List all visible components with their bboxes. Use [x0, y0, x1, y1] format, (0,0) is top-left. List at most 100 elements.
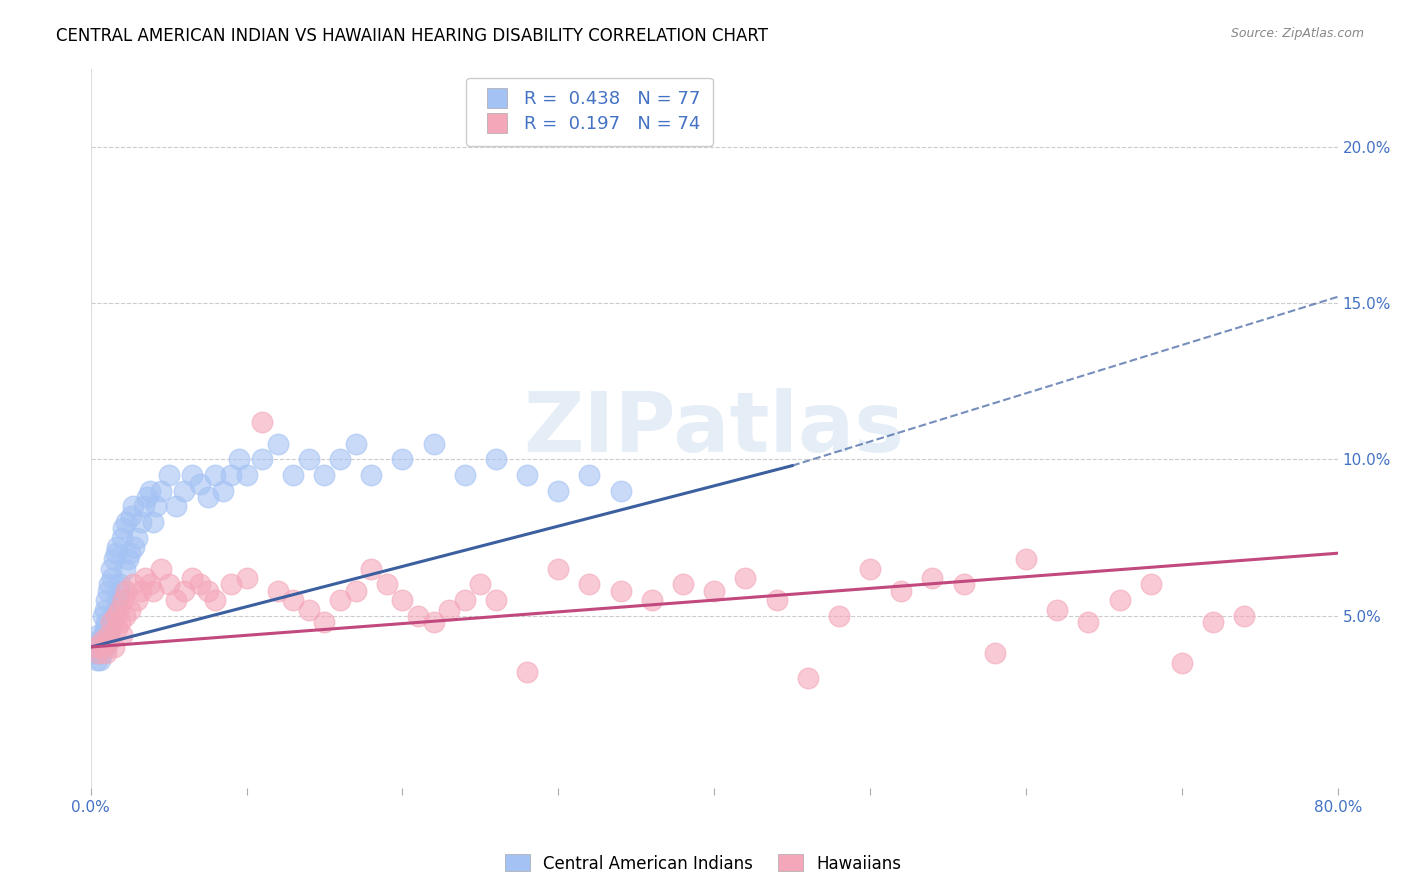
Point — [344, 437, 367, 451]
Legend: R =  0.438   N = 77, R =  0.197   N = 74: R = 0.438 N = 77, R = 0.197 N = 74 — [465, 78, 713, 146]
Point — [98, 627, 121, 641]
Point — [134, 571, 156, 585]
Point — [139, 483, 162, 498]
Point — [104, 602, 127, 616]
Point — [298, 452, 321, 467]
Point — [115, 515, 138, 529]
Point — [110, 615, 132, 629]
Point — [83, 646, 105, 660]
Point — [104, 608, 127, 623]
Point — [100, 621, 122, 635]
Point — [121, 577, 143, 591]
Point — [107, 583, 129, 598]
Point — [84, 640, 107, 654]
Point — [90, 633, 112, 648]
Point — [91, 627, 114, 641]
Point — [516, 468, 538, 483]
Point — [93, 621, 115, 635]
Point — [90, 646, 112, 660]
Point — [98, 577, 121, 591]
Point — [219, 468, 242, 483]
Point — [96, 640, 118, 654]
Point — [1233, 608, 1256, 623]
Point — [197, 490, 219, 504]
Point — [212, 483, 235, 498]
Point — [101, 571, 124, 585]
Point — [547, 562, 569, 576]
Point — [391, 593, 413, 607]
Point — [93, 602, 115, 616]
Point — [122, 540, 145, 554]
Point — [921, 571, 943, 585]
Point — [165, 593, 187, 607]
Point — [98, 633, 121, 648]
Point — [547, 483, 569, 498]
Point — [97, 583, 120, 598]
Point — [329, 452, 352, 467]
Point — [197, 583, 219, 598]
Point — [204, 593, 226, 607]
Point — [219, 577, 242, 591]
Point — [111, 531, 134, 545]
Point — [96, 615, 118, 629]
Point — [765, 593, 787, 607]
Point — [283, 593, 305, 607]
Point — [984, 646, 1007, 660]
Point — [97, 633, 120, 648]
Point — [129, 583, 152, 598]
Legend: Central American Indians, Hawaiians: Central American Indians, Hawaiians — [498, 847, 908, 880]
Point — [283, 468, 305, 483]
Point — [375, 577, 398, 591]
Point — [107, 602, 129, 616]
Point — [228, 452, 250, 467]
Point — [87, 646, 110, 660]
Point — [173, 583, 195, 598]
Point — [129, 515, 152, 529]
Point — [91, 608, 114, 623]
Point — [112, 593, 135, 607]
Point — [96, 646, 118, 660]
Point — [173, 483, 195, 498]
Point — [157, 468, 180, 483]
Point — [115, 583, 138, 598]
Point — [121, 500, 143, 514]
Point — [1077, 615, 1099, 629]
Point — [87, 646, 110, 660]
Point — [406, 608, 429, 623]
Point — [89, 652, 111, 666]
Point — [86, 652, 108, 666]
Point — [135, 490, 157, 504]
Point — [1202, 615, 1225, 629]
Point — [114, 562, 136, 576]
Point — [578, 468, 600, 483]
Point — [828, 608, 851, 623]
Point — [250, 415, 273, 429]
Point — [91, 640, 114, 654]
Point — [105, 621, 128, 635]
Point — [1171, 656, 1194, 670]
Point — [100, 562, 122, 576]
Point — [132, 500, 155, 514]
Point — [100, 615, 122, 629]
Point — [188, 577, 211, 591]
Point — [111, 627, 134, 641]
Point — [87, 627, 110, 641]
Point — [103, 552, 125, 566]
Point — [127, 593, 149, 607]
Point — [609, 583, 631, 598]
Point — [314, 615, 336, 629]
Point — [1046, 602, 1069, 616]
Point — [454, 468, 477, 483]
Point — [112, 521, 135, 535]
Point — [703, 583, 725, 598]
Point — [157, 577, 180, 591]
Point — [1139, 577, 1161, 591]
Point — [1015, 552, 1038, 566]
Point — [188, 477, 211, 491]
Point — [204, 468, 226, 483]
Point — [90, 633, 112, 648]
Point — [641, 593, 664, 607]
Point — [734, 571, 756, 585]
Point — [84, 640, 107, 654]
Point — [952, 577, 974, 591]
